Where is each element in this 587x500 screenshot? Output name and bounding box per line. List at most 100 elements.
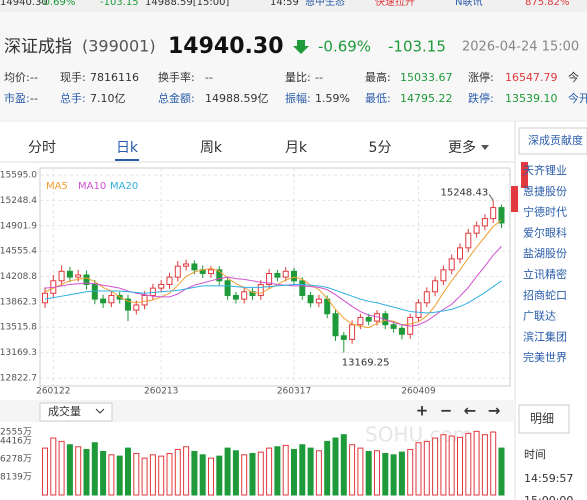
candle-body xyxy=(83,274,90,285)
volume-bar xyxy=(183,446,190,496)
detail-tab[interactable] xyxy=(518,404,570,434)
candle-body xyxy=(473,225,480,234)
header-bg xyxy=(0,12,587,120)
candle-body xyxy=(398,327,405,335)
volume-bar xyxy=(232,450,239,496)
candle-body xyxy=(365,316,372,322)
candle-body xyxy=(249,291,256,296)
datetime: 2026-04-24 15:00 xyxy=(462,40,579,55)
annotation: 15248.43 xyxy=(440,187,488,198)
stock[interactable]: 爱尔眼科 xyxy=(523,225,567,239)
volume-bar xyxy=(315,450,322,496)
candle-body xyxy=(42,292,48,304)
volume-bar xyxy=(490,431,497,496)
detail-time: 15:00:00 xyxy=(524,494,573,500)
candle-body xyxy=(257,283,264,296)
volume-bar xyxy=(440,434,447,496)
plot: 15595.0 15248.4 14901.9 14555.4 14208.8 13862… xyxy=(0,168,510,397)
tools[interactable]: + − ← → xyxy=(416,402,501,420)
volume-bar xyxy=(249,452,256,496)
volume-bar xyxy=(208,457,214,496)
top-item: 14:59 xyxy=(270,0,299,8)
volume-bar xyxy=(174,448,181,496)
volume-bar xyxy=(374,450,380,496)
detail-rows: 14:59:57 15:00:00 xyxy=(524,472,573,500)
stat-label: 振幅: xyxy=(285,91,311,105)
panel-title: 深成贡献度 xyxy=(528,133,583,147)
volume-bar xyxy=(274,446,281,496)
tabs[interactable]: 分时 日k 周k 月k 5分 更多 xyxy=(28,139,489,161)
x-tick-label: 260213 xyxy=(144,387,178,397)
stat-value: 7.10亿 xyxy=(90,92,126,105)
stock[interactable]: 招商蛇口 xyxy=(523,288,567,302)
volume-bar xyxy=(216,455,223,496)
down-arrow xyxy=(293,40,309,54)
volume-bar xyxy=(432,437,439,496)
volume-bar xyxy=(125,447,131,496)
y-tick-label: 13862.3 xyxy=(0,297,37,307)
tab[interactable]: 5分 xyxy=(369,140,392,156)
stat-label: 现手: xyxy=(60,70,86,84)
y-tick-label: 15595.0 xyxy=(0,171,37,181)
tab[interactable]: 月k xyxy=(285,140,308,156)
stock[interactable]: 完美世界 xyxy=(523,350,567,364)
change-pct: -0.69% xyxy=(318,38,371,56)
stock[interactable]: 广联达 xyxy=(523,310,556,323)
annotation-line xyxy=(488,194,494,201)
volume-bar xyxy=(307,447,314,496)
volume-bar xyxy=(398,451,405,496)
candle-body xyxy=(291,270,297,282)
stat-label: 最高: xyxy=(365,70,391,84)
stock[interactable]: 恩捷股份 xyxy=(523,184,567,198)
stat-label: 均价: xyxy=(4,71,30,84)
stock[interactable]: 滨江集团 xyxy=(523,329,567,343)
stat-value: -- xyxy=(315,71,323,84)
volume-bar xyxy=(365,450,372,496)
candle-body xyxy=(66,270,73,278)
tab[interactable]: 周k xyxy=(200,140,223,156)
candle-body xyxy=(457,247,463,260)
ma-line xyxy=(44,219,502,329)
stock[interactable]: 盐湖股份 xyxy=(523,247,567,260)
volume-bar xyxy=(498,447,505,496)
tool[interactable]: + xyxy=(416,402,429,420)
candle-body xyxy=(357,316,364,326)
volume-bar xyxy=(332,437,339,496)
x-tick-label: 260317 xyxy=(277,387,311,397)
index-name: 深证成指 xyxy=(4,37,72,57)
x-tick-label: 260409 xyxy=(401,387,436,397)
volume-bar xyxy=(224,447,231,496)
volume-bar xyxy=(324,440,331,496)
legend-entry: MA10 xyxy=(78,181,106,192)
volume-bar xyxy=(50,437,57,496)
volume-axis-label: 4416万 xyxy=(0,437,32,447)
ma-line xyxy=(44,280,502,314)
tab[interactable]: 更多 xyxy=(448,139,476,156)
volume-bar xyxy=(357,447,364,496)
volume-bar xyxy=(407,448,414,496)
candle-body xyxy=(183,263,190,267)
tab[interactable]: 日k xyxy=(116,140,139,156)
volume-select[interactable] xyxy=(39,402,113,422)
tab[interactable]: 分时 xyxy=(28,140,56,156)
tool[interactable]: − xyxy=(440,402,453,420)
stock[interactable]: 天齐锂业 xyxy=(523,163,567,177)
stat-label: 最低: xyxy=(365,92,391,105)
tool[interactable]: → xyxy=(488,402,501,420)
candle-body xyxy=(332,313,339,337)
stock[interactable]: 立讯精密 xyxy=(523,267,567,281)
stat-value: -- xyxy=(30,71,38,84)
volume-bar xyxy=(299,444,306,496)
candle-body xyxy=(490,207,497,220)
top-item: 14940.30 xyxy=(0,0,48,8)
tool[interactable]: ← xyxy=(464,402,477,420)
detail-header: 时间 xyxy=(524,448,546,461)
stat-label: 今 xyxy=(568,70,579,84)
candle-body xyxy=(208,269,214,274)
candle-body xyxy=(91,283,98,300)
volume-bar xyxy=(75,446,82,496)
stat-label: 涨停: xyxy=(468,70,494,84)
stock[interactable]: 宁德时代 xyxy=(523,205,567,219)
